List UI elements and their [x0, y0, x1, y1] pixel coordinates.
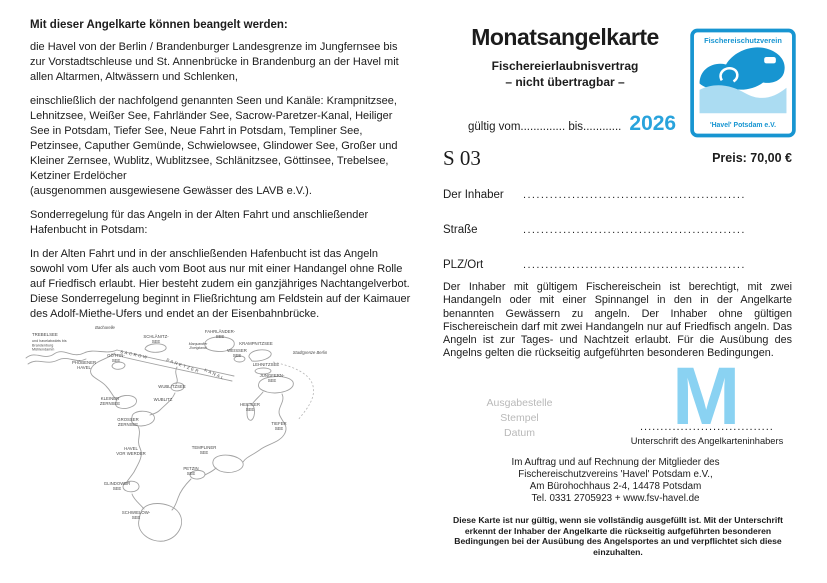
havel-waters-map: TREBELSEE und havelabwärts bis Brandenburg…: [20, 316, 432, 568]
map-label: PHÖBENER HAVEL: [72, 360, 96, 370]
stamp-line-3: Datum: [504, 427, 535, 439]
issuer-line-3: Am Bürohochhaus 2-4, 14478 Potsdam: [529, 481, 702, 492]
holder-form: Der Inhaber ............................…: [443, 189, 746, 294]
card-title: Monatsangelkarte: [471, 24, 659, 50]
map-label: Stadtgrenze Berlin: [293, 350, 328, 355]
map-label: Marquardter Zweigkanal: [188, 342, 208, 350]
card-code: S 03: [443, 146, 481, 170]
street-label: Straße: [443, 224, 478, 236]
validity-year: 2026: [629, 112, 677, 135]
map-label: LEHNITZSEE: [253, 362, 280, 367]
club-logo: Fischereischutzverein 'Havel' Potsdam e.…: [690, 28, 796, 138]
map-label: Bacharelle: [95, 325, 115, 330]
map-label: GLINDOWER SEE: [104, 481, 131, 491]
map-label: PARETZER: [166, 357, 201, 374]
street-row: Straße .................................…: [443, 224, 746, 238]
berlin-border-line: [272, 361, 314, 421]
card-transfer-note: – nicht übertragbar –: [505, 75, 625, 89]
waters-paragraph-1: die Havel von der Berlin / Brandenburger…: [30, 41, 399, 83]
map-label: JUNGFERN-SEE: [260, 373, 285, 383]
special-rule-heading: Sonderregelung für das Angeln in der Alt…: [30, 209, 369, 236]
map-label: KANAL: [204, 367, 226, 381]
issuer-line-2: Fischereischutzvereins 'Havel' Potsdam e…: [518, 469, 713, 480]
issuer-line-4: Tel. 0331 2705923 + www.fsv-havel.de: [531, 493, 700, 504]
map-label: PETZIN SEE: [183, 466, 198, 476]
map-label: HEILIGER SEE: [240, 402, 260, 412]
holder-name-label: Der Inhaber: [443, 189, 504, 201]
city-line: ........................................…: [523, 259, 746, 271]
street-line: ........................................…: [523, 224, 746, 236]
card-subtitle: Fischereierlaubnisvertrag: [491, 59, 639, 73]
logo-wave-curl: [719, 67, 739, 83]
map-label: GÖTTIN-SEE: [107, 353, 125, 363]
stamp-line-2: Stempel: [500, 412, 539, 424]
map-label: SCHWIELOW-SEE: [122, 510, 151, 520]
holder-name-line: ........................................…: [523, 189, 746, 201]
map-label: GROSSER ZERNSEE: [117, 417, 139, 427]
map-waterways: [25, 336, 294, 542]
map-label: WUBLITZSEE: [158, 384, 186, 389]
logo-top-text: Fischereischutzverein: [704, 36, 782, 45]
issuer-block: Im Auftrag und auf Rechnung der Mitglied…: [443, 457, 788, 505]
special-rule-text: In der Alten Fahrt und in der anschließe…: [30, 248, 411, 320]
logo-bottom-text: 'Havel' Potsdam e.V.: [710, 122, 776, 129]
price-label: Preis: 70,00 €: [712, 151, 792, 165]
map-label: TEMPLINER SEE: [192, 445, 217, 455]
signature-caption: Unterschrift des Angelkarteninhabers: [630, 436, 784, 446]
waters-exception-note: (ausgenommen ausgewiesene Gewässer des L…: [30, 185, 312, 197]
map-label: TIEFER SEE: [271, 421, 286, 431]
validity-footnote: Diese Karte ist nur gültig, wenn sie vol…: [453, 515, 783, 557]
stamp-line-1: Ausgabestelle: [486, 397, 553, 409]
city-row: PLZ/Ort ................................…: [443, 259, 746, 273]
logo-fish-eye: [764, 57, 776, 64]
map-label: FAHRLÄNDER-SEE: [205, 329, 236, 339]
stamp-placeholder: Ausgabestelle Stempel Datum: [462, 396, 577, 441]
conditions-text: Der Inhaber mit gültigem Fischereischein…: [443, 281, 792, 360]
holder-name-row: Der Inhaber ............................…: [443, 189, 746, 203]
city-label: PLZ/Ort: [443, 259, 484, 271]
validity-label: gültig vom.............. bis............: [468, 121, 622, 133]
card-header: Monatsangelkarte Fischereierlaubnisvertr…: [445, 24, 685, 89]
map-label: HAVEL VOR WERDER: [116, 446, 146, 456]
signature-line: ........................................…: [640, 421, 773, 433]
logo-lower-wave: [699, 85, 787, 114]
map-label: TREBELSEE: [32, 332, 58, 337]
waters-description-panel: Mit dieser Angelkarte können beangelt we…: [30, 18, 412, 331]
validity-line: gültig vom.............. bis............…: [468, 112, 676, 136]
map-label: WUBLITZ: [154, 397, 173, 402]
map-label: und havelabwärts bis Brandenburg Mühlendam…: [32, 339, 67, 352]
watermark-m: M: [672, 351, 741, 442]
map-label: KRAMPNITZSEE: [239, 341, 273, 346]
waters-paragraph-2: einschließlich der nachfolgend genannten…: [30, 95, 398, 182]
issuer-line-1: Im Auftrag und auf Rechnung der Mitglied…: [511, 457, 720, 468]
map-label: KLEINER ZERNSEE: [100, 396, 120, 406]
left-heading: Mit dieser Angelkarte können beangelt we…: [30, 19, 288, 31]
map-label: SACROW: [120, 349, 149, 360]
map-label: SCHLÄNITZ-SEE: [143, 334, 169, 344]
map-label: WEISSER SEE: [227, 348, 247, 358]
